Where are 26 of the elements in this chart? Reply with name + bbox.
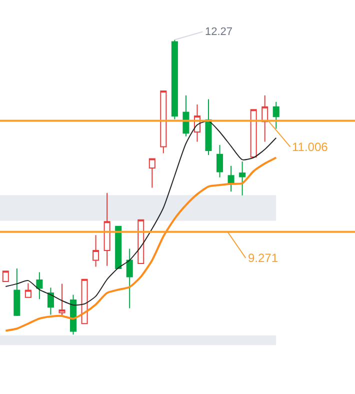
candlestick — [24, 282, 32, 298]
text: 12.27 — [205, 26, 233, 38]
candlestick — [272, 101, 280, 130]
candlestick — [148, 158, 156, 188]
candlestick — [228, 165, 234, 192]
candlestick — [239, 160, 246, 196]
candlestick — [171, 39, 178, 120]
candlestick — [138, 219, 144, 264]
candlestick — [216, 144, 224, 178]
candlestick — [160, 90, 167, 154]
candlestick — [36, 272, 43, 300]
candlestick — [115, 226, 122, 269]
candlestick — [92, 234, 100, 268]
candlestick — [70, 294, 77, 336]
candlestick — [182, 94, 190, 137]
candlestick — [126, 248, 133, 309]
candlestick — [104, 192, 110, 266]
candlestick — [58, 283, 66, 316]
candlestick — [205, 98, 212, 156]
candlestick — [14, 268, 20, 316]
candlestick — [262, 94, 268, 142]
annotation: 9.271 — [248, 251, 278, 265]
candlestick — [81, 278, 88, 324]
candlestick — [47, 287, 54, 316]
candlestick — [250, 109, 257, 158]
annotation: 11.006 — [292, 140, 328, 154]
